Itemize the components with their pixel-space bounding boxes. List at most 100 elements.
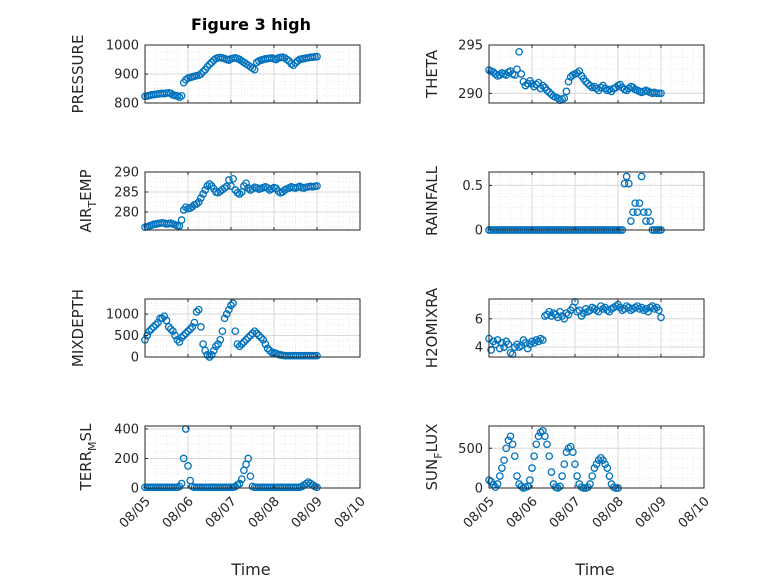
axes-frame [144, 298, 361, 358]
data-point [590, 464, 599, 472]
subplot-grid: 800 900 1000 PRESSURE 290 295 THETA 280 285 290 AI… [69, 35, 713, 532]
data-point [265, 346, 274, 355]
data-point [201, 346, 210, 355]
data-point [250, 65, 259, 74]
data-point [197, 323, 205, 331]
data-point [205, 60, 214, 69]
y-tick-label: 295 [458, 39, 483, 54]
data-point [177, 216, 186, 224]
y-tick-label: 4 [475, 341, 483, 356]
data-point [293, 483, 302, 492]
data-point [506, 432, 515, 441]
data-point [523, 344, 532, 353]
y-axis-label-rest: LUX [423, 424, 441, 453]
axes-frame [144, 425, 361, 489]
data-point [639, 208, 648, 217]
data-point [601, 460, 609, 469]
axes-frame [144, 171, 361, 231]
y-axis-label-main: MIXDEPTH [69, 289, 87, 367]
y-tick-label: 6 [475, 312, 483, 327]
y-tick-label: 1000 [106, 39, 139, 54]
data-point [545, 452, 554, 461]
data-point [151, 320, 160, 329]
data-point [192, 308, 201, 316]
data-point [197, 194, 205, 202]
y-tick-label: 1000 [106, 308, 139, 323]
x-tick-label: 08/05 [461, 494, 498, 531]
y-axis-label-main: TERR [77, 451, 95, 492]
data-point [569, 448, 577, 457]
subplot-terr_msl: 08/05 08/06 08/07 08/08 08/09 08/10 0 200 400 TER… [77, 422, 369, 531]
data-point [513, 472, 521, 480]
y-axis-label: H2OMIXRA [423, 287, 441, 368]
data-point [143, 331, 152, 340]
y-tick-label: 280 [114, 206, 139, 221]
data-point [201, 186, 210, 194]
data-point [493, 480, 502, 488]
data-point [635, 199, 644, 208]
x-tick-label: 08/06 [504, 494, 541, 531]
x-tick-label: 08/09 [289, 494, 326, 531]
subplot-rainfall: 0 0.5 RAINFALL [423, 165, 705, 239]
y-axis-label-main: AIR [77, 208, 95, 233]
axes-frame [488, 298, 705, 358]
y-axis-label-subscript: F [432, 452, 445, 458]
data-point [560, 460, 569, 469]
data-point [526, 476, 534, 484]
data-point [545, 88, 554, 97]
x-tick-label: 08/09 [633, 494, 670, 531]
data-point [169, 327, 177, 336]
y-tick-label: 0 [131, 482, 139, 497]
data-point [517, 70, 526, 78]
data-point [495, 472, 504, 480]
data-point [313, 351, 321, 360]
data-point [513, 65, 521, 74]
data-point [199, 67, 207, 76]
y-axis-label: RAINFALL [423, 165, 441, 236]
y-tick-label: 0.5 [462, 179, 483, 194]
data-point [203, 62, 212, 71]
y-axis-label-rest: EMP [77, 169, 95, 200]
data-point [235, 479, 244, 488]
data-point [188, 323, 197, 331]
data-point [508, 440, 517, 449]
data-point [179, 331, 188, 340]
data-point [158, 314, 167, 323]
data-point [237, 340, 246, 348]
subplot-air_temp: 280 285 290 AIRTEMP [77, 166, 361, 233]
data-point [220, 314, 229, 323]
data-point [629, 208, 637, 217]
data-point [162, 316, 171, 325]
subplot-h2omixra: 4 6 H2OMIXRA [423, 287, 705, 368]
plot-area [489, 172, 704, 230]
data-point [504, 340, 513, 349]
data-point [586, 81, 594, 90]
data-point [313, 52, 321, 61]
data-point [530, 452, 538, 461]
y-axis-label: THETA [423, 49, 441, 99]
data-point [263, 344, 272, 353]
data-point [599, 456, 607, 465]
data-point [164, 323, 173, 331]
y-tick-label: 0 [475, 482, 483, 497]
data-point [242, 179, 250, 188]
x-tick-label: 08/08 [590, 494, 627, 531]
y-axis-label-subscript: T [86, 201, 99, 209]
data-point [644, 208, 652, 217]
y-axis-label: MIXDEPTH [69, 289, 87, 367]
data-point [149, 323, 158, 331]
data-point [252, 329, 261, 338]
data-point [573, 472, 581, 480]
data-point [227, 301, 235, 310]
data-point [603, 464, 612, 472]
data-point [184, 327, 192, 336]
data-point [257, 333, 265, 342]
data-point [510, 452, 519, 461]
data-point [588, 472, 597, 480]
data-point [145, 327, 154, 336]
data-point [596, 453, 605, 462]
data-point [624, 179, 633, 188]
x-tick-label: 08/07 [547, 494, 584, 531]
data-point [250, 327, 259, 336]
x-tick-label: 08/10 [676, 494, 713, 531]
